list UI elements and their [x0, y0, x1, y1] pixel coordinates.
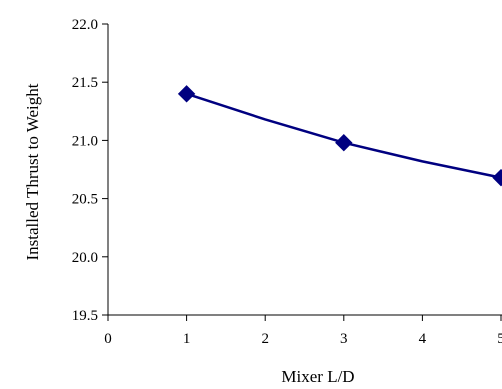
data-point-marker: [335, 134, 353, 152]
x-tick-label: 1: [183, 331, 191, 347]
plot-area: [107, 24, 502, 316]
y-axis-ticks: 19.5 20.0 20.5 21.0 21.5 22.0: [72, 17, 108, 324]
y-tick-label: 21.5: [72, 75, 98, 91]
x-tick-label: 5: [497, 331, 502, 347]
y-tick-label: 19.5: [72, 308, 98, 324]
x-axis-title: Mixer L/D: [281, 367, 354, 386]
x-tick-label: 4: [419, 331, 427, 347]
x-tick-label: 0: [104, 331, 112, 347]
data-point-marker: [177, 85, 196, 103]
y-tick-label: 20.5: [72, 192, 98, 208]
y-tick-label: 21.0: [72, 133, 98, 149]
data-point-marker: [492, 168, 502, 187]
x-tick-label: 2: [261, 331, 269, 347]
series-group: [177, 85, 502, 187]
x-axis-ticks: 0 1 2 3 4 5: [104, 315, 502, 347]
y-tick-label: 22.0: [72, 17, 98, 33]
y-tick-label: 20.0: [72, 250, 98, 266]
x-tick-label: 3: [340, 331, 348, 347]
y-axis-title: Installed Thrust to Weight: [23, 83, 42, 260]
